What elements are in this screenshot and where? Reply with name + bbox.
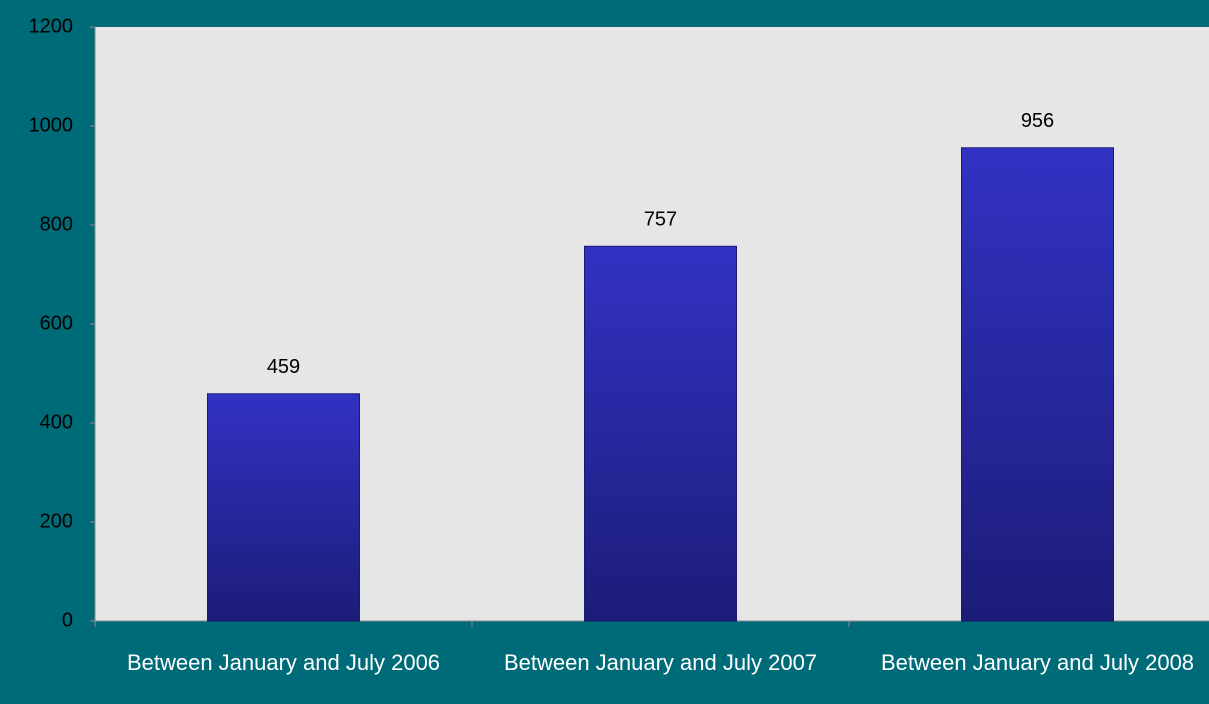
value-label: 757 — [644, 209, 677, 231]
value-label: 956 — [1021, 110, 1054, 132]
y-tick-label: 1200 — [29, 15, 74, 37]
value-label: 459 — [267, 356, 300, 378]
bar — [207, 393, 360, 622]
x-tick-label: Between January and July 2007 — [503, 650, 818, 675]
y-tick-label: 200 — [40, 510, 73, 532]
y-tick-label: 0 — [62, 609, 73, 631]
x-tick-label: Between January and July 2008 — [880, 650, 1195, 675]
x-tick-label: Between January and July 2006 — [126, 650, 441, 675]
bar — [961, 147, 1114, 622]
y-tick-label: 400 — [40, 411, 73, 433]
y-tick-label: 600 — [40, 312, 73, 334]
y-tick-label: 800 — [40, 213, 73, 235]
y-tick-label: 1000 — [29, 114, 74, 136]
bar — [584, 245, 737, 622]
